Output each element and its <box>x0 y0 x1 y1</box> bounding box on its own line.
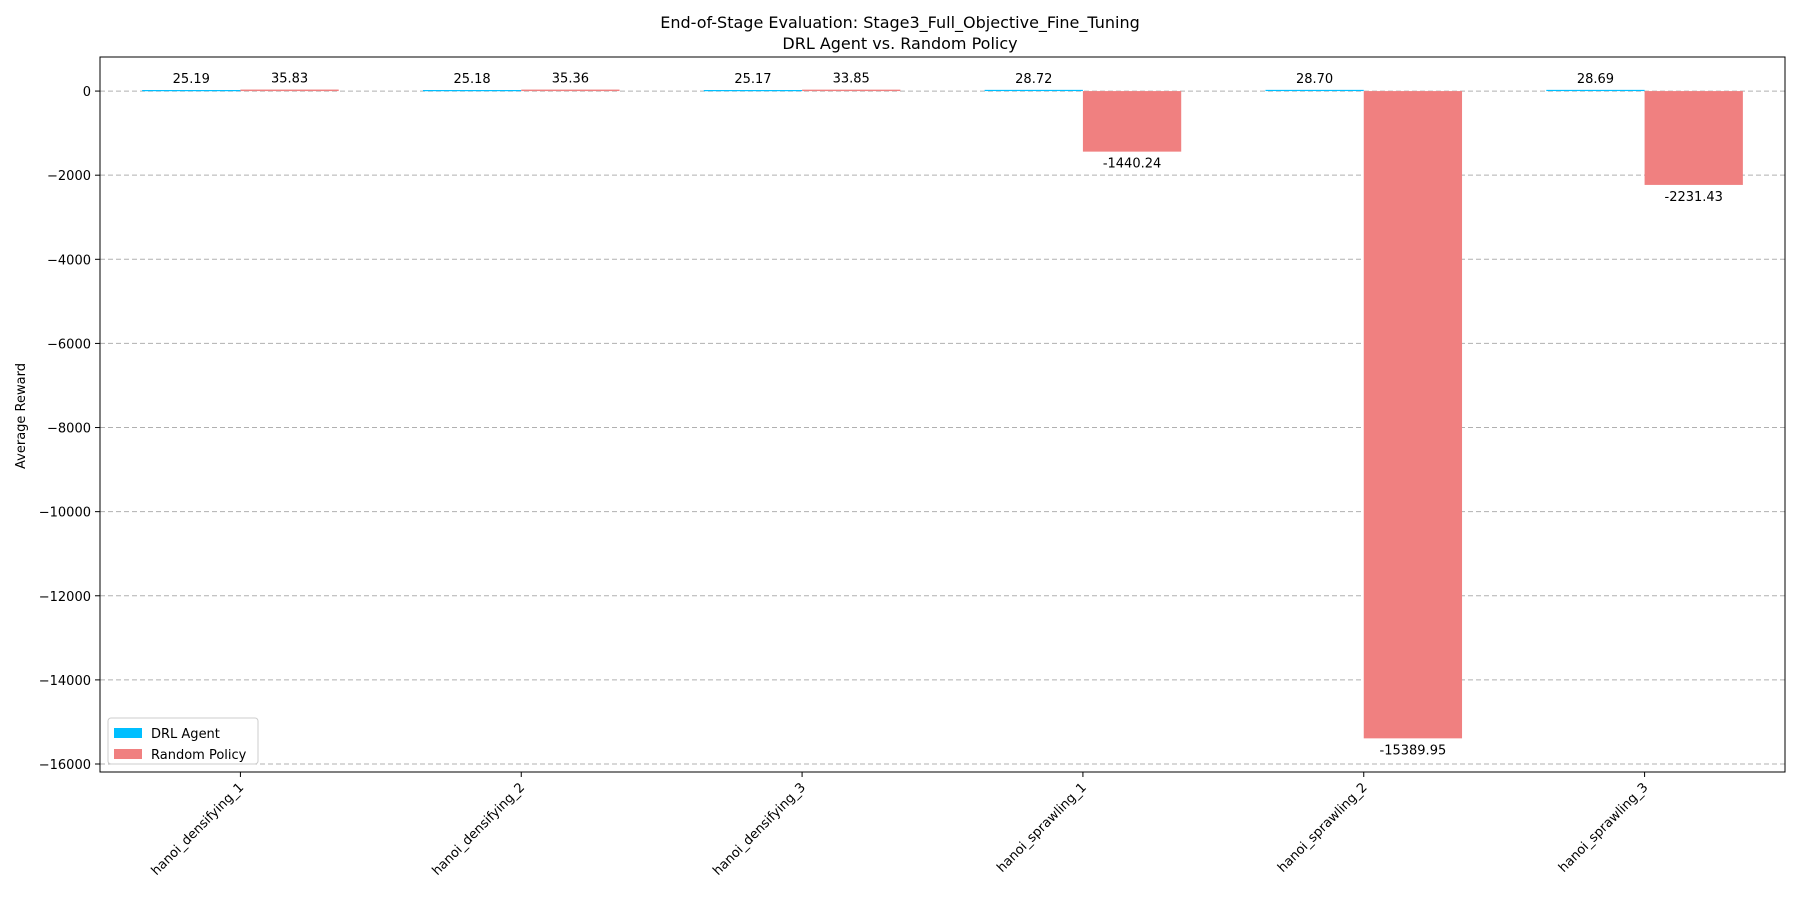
axes: 0 −2000 −4000 −6000 −8000 −10000 −12000 −14000 −… <box>39 56 1786 879</box>
bar <box>1082 91 1182 152</box>
y-tick-label: −10000 <box>39 506 91 521</box>
data-label: 33.85 <box>833 72 870 87</box>
bar <box>802 89 901 92</box>
data-label: -15389.95 <box>1380 743 1447 758</box>
x-tick-label: hanoi_densifying_1 <box>149 780 248 879</box>
data-label: 28.72 <box>1015 72 1052 87</box>
y-tick-label: −4000 <box>47 253 91 268</box>
legend-label: DRL Agent <box>151 727 220 742</box>
bar <box>240 89 339 92</box>
data-label: 25.18 <box>453 72 490 87</box>
y-tick-label: −8000 <box>47 422 91 437</box>
legend-swatch <box>114 749 142 759</box>
x-tick-label: hanoi_sprawling_2 <box>1275 780 1370 875</box>
y-tick-label: 0 <box>83 85 91 100</box>
bar <box>703 90 803 92</box>
bar <box>1363 91 1463 739</box>
chart-subtitle: DRL Agent vs. Random Policy <box>782 34 1017 53</box>
bar <box>1265 89 1364 92</box>
bar <box>521 89 620 92</box>
bar <box>422 90 522 92</box>
data-label: 25.19 <box>173 72 210 87</box>
legend-label: Random Policy <box>151 748 247 763</box>
y-tick-label: −2000 <box>47 169 91 184</box>
y-tick-label: −6000 <box>47 337 91 352</box>
x-tick-label: hanoi_sprawling_3 <box>1556 780 1651 875</box>
y-tick-label: −14000 <box>39 674 91 689</box>
data-labels: 25.19 35.83 25.18 35.36 25.17 33.85 28.72 -1440… <box>173 72 1723 759</box>
bar <box>142 90 241 92</box>
legend: DRL Agent Random Policy <box>107 717 259 765</box>
data-label: 35.36 <box>552 72 589 87</box>
x-tick-label: hanoi_densifying_3 <box>710 780 809 879</box>
data-label: 28.70 <box>1296 72 1333 87</box>
bar <box>1644 91 1743 185</box>
y-axis-label: Average Reward <box>14 363 29 469</box>
legend-box <box>107 717 259 765</box>
bars <box>142 89 1743 739</box>
y-tick-label: −16000 <box>39 758 91 773</box>
data-label: 28.69 <box>1577 72 1614 87</box>
x-tick-label: hanoi_densifying_2 <box>430 780 529 879</box>
bar <box>1546 89 1645 92</box>
gridlines <box>100 90 1785 765</box>
chart-title: End-of-Stage Evaluation: Stage3_Full_Obj… <box>660 13 1140 33</box>
data-label: -1440.24 <box>1103 157 1161 172</box>
plot-frame <box>99 56 1786 773</box>
bar <box>984 89 1083 92</box>
data-label: 25.17 <box>734 72 771 87</box>
legend-swatch <box>114 728 142 738</box>
data-label: -2231.43 <box>1665 190 1723 205</box>
data-label: 35.83 <box>271 72 308 87</box>
x-tick-label: hanoi_sprawling_1 <box>994 780 1089 875</box>
y-tick-label: −12000 <box>39 590 91 605</box>
